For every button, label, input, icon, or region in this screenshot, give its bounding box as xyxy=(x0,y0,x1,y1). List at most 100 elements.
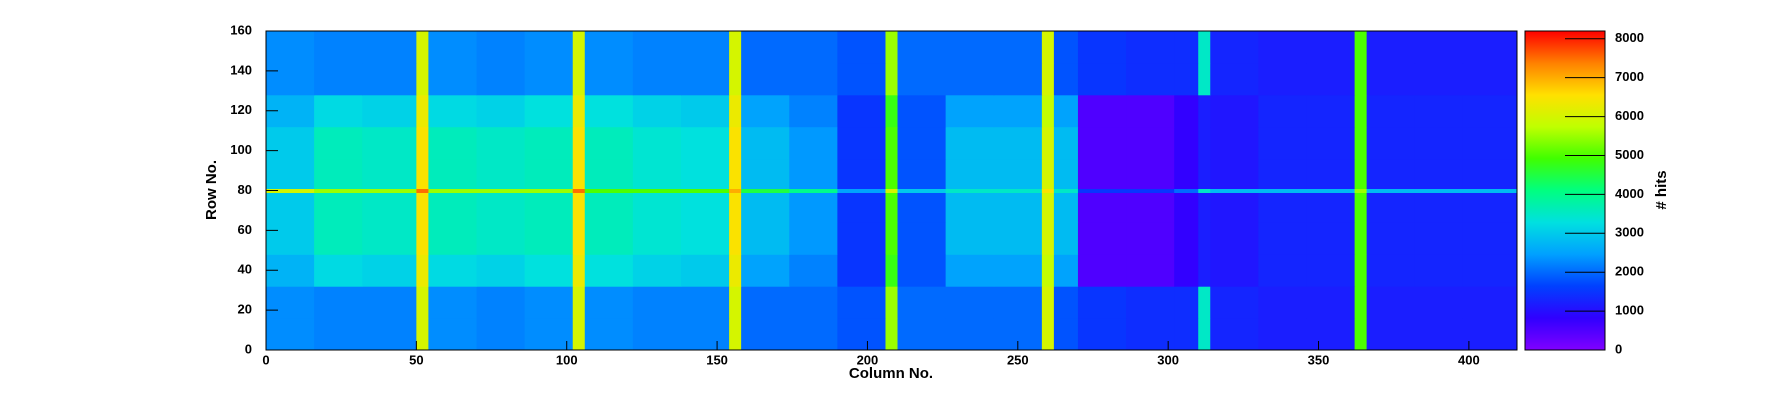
heatmap-cell xyxy=(314,158,363,190)
heatmap-cell xyxy=(1126,94,1175,128)
heatmap-cell xyxy=(1462,192,1518,223)
heatmap-cell xyxy=(1354,318,1368,351)
y-tick-label: 160 xyxy=(230,22,252,37)
heatmap-cell xyxy=(1174,126,1199,160)
heatmap-cell xyxy=(1077,192,1127,223)
heatmap-cell xyxy=(1258,192,1307,223)
heatmap-cell xyxy=(428,188,478,193)
heatmap-cell xyxy=(741,254,790,287)
heatmap-cell xyxy=(885,126,899,160)
heatmap-cell xyxy=(885,222,899,255)
heatmap-cell xyxy=(416,94,429,128)
heatmap-cell xyxy=(428,62,478,96)
heatmap-cell xyxy=(362,318,417,351)
heatmap-cell xyxy=(741,158,790,190)
heatmap-cell xyxy=(266,222,315,255)
heatmap-cell xyxy=(428,192,478,223)
heatmap-cell xyxy=(741,286,790,319)
heatmap-cell xyxy=(572,286,586,319)
heatmap-cell xyxy=(680,188,730,193)
heatmap-cell xyxy=(837,62,886,96)
heatmap-cell xyxy=(1414,158,1464,190)
heatmap-cell xyxy=(476,94,526,128)
z-tick-label: 3000 xyxy=(1615,225,1644,240)
heatmap-cell xyxy=(837,188,886,193)
heatmap-cell xyxy=(362,158,417,190)
heatmap-cell xyxy=(789,94,838,128)
heatmap-cell xyxy=(945,188,995,193)
heatmap-cell xyxy=(1258,94,1307,128)
y-tick-label: 40 xyxy=(238,262,252,277)
heatmap-cell xyxy=(1053,222,1079,255)
x-tick-label: 400 xyxy=(1458,352,1480,367)
heatmap-cell xyxy=(680,158,730,190)
heatmap-cell xyxy=(993,62,1043,96)
heatmap-cell xyxy=(1053,286,1079,319)
heatmap-cell xyxy=(266,126,315,160)
heatmap-cell xyxy=(476,126,526,160)
heatmap-cell xyxy=(416,254,429,287)
heatmap-cell xyxy=(1198,254,1211,287)
heatmap-cell xyxy=(524,286,574,319)
x-tick-label: 300 xyxy=(1157,352,1179,367)
heatmap-cell xyxy=(1126,31,1175,64)
heatmap-cell xyxy=(680,222,730,255)
heatmap-cell xyxy=(741,192,790,223)
y-tick-label: 100 xyxy=(230,142,252,157)
heatmap-cell xyxy=(584,94,634,128)
x-tick-label: 250 xyxy=(1007,352,1029,367)
heatmap-cell xyxy=(1366,286,1416,319)
heatmap-cell xyxy=(572,126,586,160)
heatmap-cell xyxy=(1306,94,1356,128)
heatmap-cell xyxy=(362,286,417,319)
heatmap-cell xyxy=(1366,94,1416,128)
heatmap-cell xyxy=(1174,188,1199,193)
x-tick-label: 350 xyxy=(1308,352,1330,367)
heatmap-cell xyxy=(993,31,1043,64)
heatmap-cell xyxy=(1306,188,1356,193)
heatmap-cell xyxy=(1306,158,1356,190)
heatmap-cell xyxy=(572,94,586,128)
z-tick-label: 6000 xyxy=(1615,108,1644,123)
heatmap-cell xyxy=(1053,318,1079,351)
heatmap-cell xyxy=(1462,188,1518,193)
heatmap-cell xyxy=(729,94,742,128)
heatmap-cell xyxy=(885,158,899,190)
heatmap-cell xyxy=(1306,222,1356,255)
heatmap-cell xyxy=(1174,318,1199,351)
heatmap-cell xyxy=(741,126,790,160)
heatmap-cell xyxy=(993,192,1043,223)
z-tick-label: 2000 xyxy=(1615,264,1644,279)
heatmap-cell xyxy=(789,158,838,190)
heatmap-cell xyxy=(524,62,574,96)
heatmap-cell xyxy=(584,192,634,223)
heatmap-cell xyxy=(897,188,947,193)
heatmap-cell xyxy=(741,318,790,351)
heatmap-cell xyxy=(1126,318,1175,351)
x-axis-label: Column No. xyxy=(849,365,933,382)
heatmap-cell xyxy=(524,318,574,351)
heatmap-cell xyxy=(266,62,315,96)
heatmap-cell xyxy=(584,126,634,160)
heatmap-cell xyxy=(837,192,886,223)
heatmap-cell xyxy=(1462,94,1518,128)
heatmap-cell xyxy=(1306,318,1356,351)
z-tick-label: 5000 xyxy=(1615,147,1644,162)
heatmap-cell xyxy=(945,158,995,190)
heatmap-cell xyxy=(416,62,429,96)
heatmap-cell xyxy=(1306,286,1356,319)
heatmap-cell xyxy=(1077,94,1127,128)
heatmap-cell xyxy=(428,286,478,319)
heatmap-cell xyxy=(476,318,526,351)
heatmap-cell xyxy=(680,31,730,64)
heatmap-cell xyxy=(416,188,429,193)
heatmap-cell xyxy=(729,192,742,223)
heatmap-cell xyxy=(1354,31,1368,64)
heatmap-cell xyxy=(362,126,417,160)
heatmap-cell xyxy=(1258,318,1307,351)
heatmap-cell xyxy=(993,222,1043,255)
heatmap-cell xyxy=(897,254,947,287)
heatmap-cell xyxy=(1366,158,1416,190)
heatmap-cell xyxy=(1306,192,1356,223)
heatmap-cell xyxy=(897,31,947,64)
